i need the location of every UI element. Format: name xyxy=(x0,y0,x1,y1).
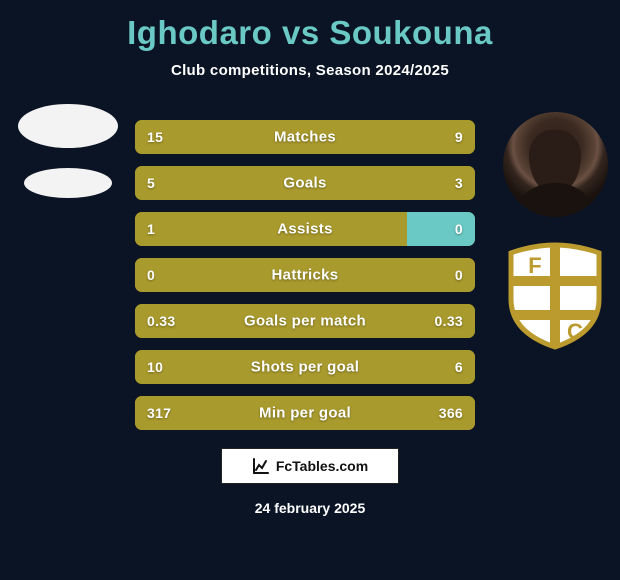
stat-row: 10 6 Shots per goal xyxy=(135,350,475,384)
player-right-club-badge: F C xyxy=(499,239,611,351)
stat-value-left: 5 xyxy=(147,175,155,191)
stat-value-right: 6 xyxy=(455,359,463,375)
player-right-column: F C xyxy=(500,112,610,351)
page-title: Ighodaro vs Soukouna xyxy=(0,0,620,52)
stat-row: 317 366 Min per goal xyxy=(135,396,475,430)
stat-value-left: 317 xyxy=(147,405,171,421)
page-subtitle: Club competitions, Season 2024/2025 xyxy=(0,62,620,79)
player-left-avatar-placeholder xyxy=(18,104,118,148)
stat-label: Goals xyxy=(283,175,326,192)
player-left-column xyxy=(18,104,118,198)
stat-label: Matches xyxy=(274,129,336,146)
date-label: 24 february 2025 xyxy=(255,500,366,516)
stat-fill-left xyxy=(135,212,407,246)
stat-value-right: 0 xyxy=(455,221,463,237)
stat-value-left: 1 xyxy=(147,221,155,237)
comparison-card: Ighodaro vs Soukouna Club competitions, … xyxy=(0,0,620,580)
stat-label: Assists xyxy=(277,221,332,238)
stat-fill-right xyxy=(407,212,475,246)
stat-value-left: 10 xyxy=(147,359,163,375)
stat-value-right: 9 xyxy=(455,129,463,145)
stat-value-left: 0 xyxy=(147,267,155,283)
stat-row: 5 3 Goals xyxy=(135,166,475,200)
stat-value-right: 3 xyxy=(455,175,463,191)
stat-value-right: 0.33 xyxy=(435,313,463,329)
stat-value-right: 366 xyxy=(439,405,463,421)
stat-value-left: 0.33 xyxy=(147,313,175,329)
stat-row: 0 0 Hattricks xyxy=(135,258,475,292)
stat-value-left: 15 xyxy=(147,129,163,145)
stat-label: Hattricks xyxy=(272,267,339,284)
stat-row: 15 9 Matches xyxy=(135,120,475,154)
stat-row: 1 0 Assists xyxy=(135,212,475,246)
stat-row: 0.33 0.33 Goals per match xyxy=(135,304,475,338)
brand-label: FcTables.com xyxy=(276,458,368,474)
chart-icon xyxy=(252,457,270,475)
brand-card[interactable]: FcTables.com xyxy=(221,448,399,484)
player-left-club-placeholder xyxy=(24,168,112,198)
stat-label: Goals per match xyxy=(244,313,366,330)
stat-label: Shots per goal xyxy=(251,359,359,376)
stat-bars: 159Matches53Goals10Assists00Hattricks0.3… xyxy=(135,120,475,442)
player-right-avatar xyxy=(503,112,608,217)
stat-label: Min per goal xyxy=(259,405,351,422)
svg-text:F: F xyxy=(528,253,541,278)
svg-text:C: C xyxy=(567,319,583,344)
stat-value-right: 0 xyxy=(455,267,463,283)
